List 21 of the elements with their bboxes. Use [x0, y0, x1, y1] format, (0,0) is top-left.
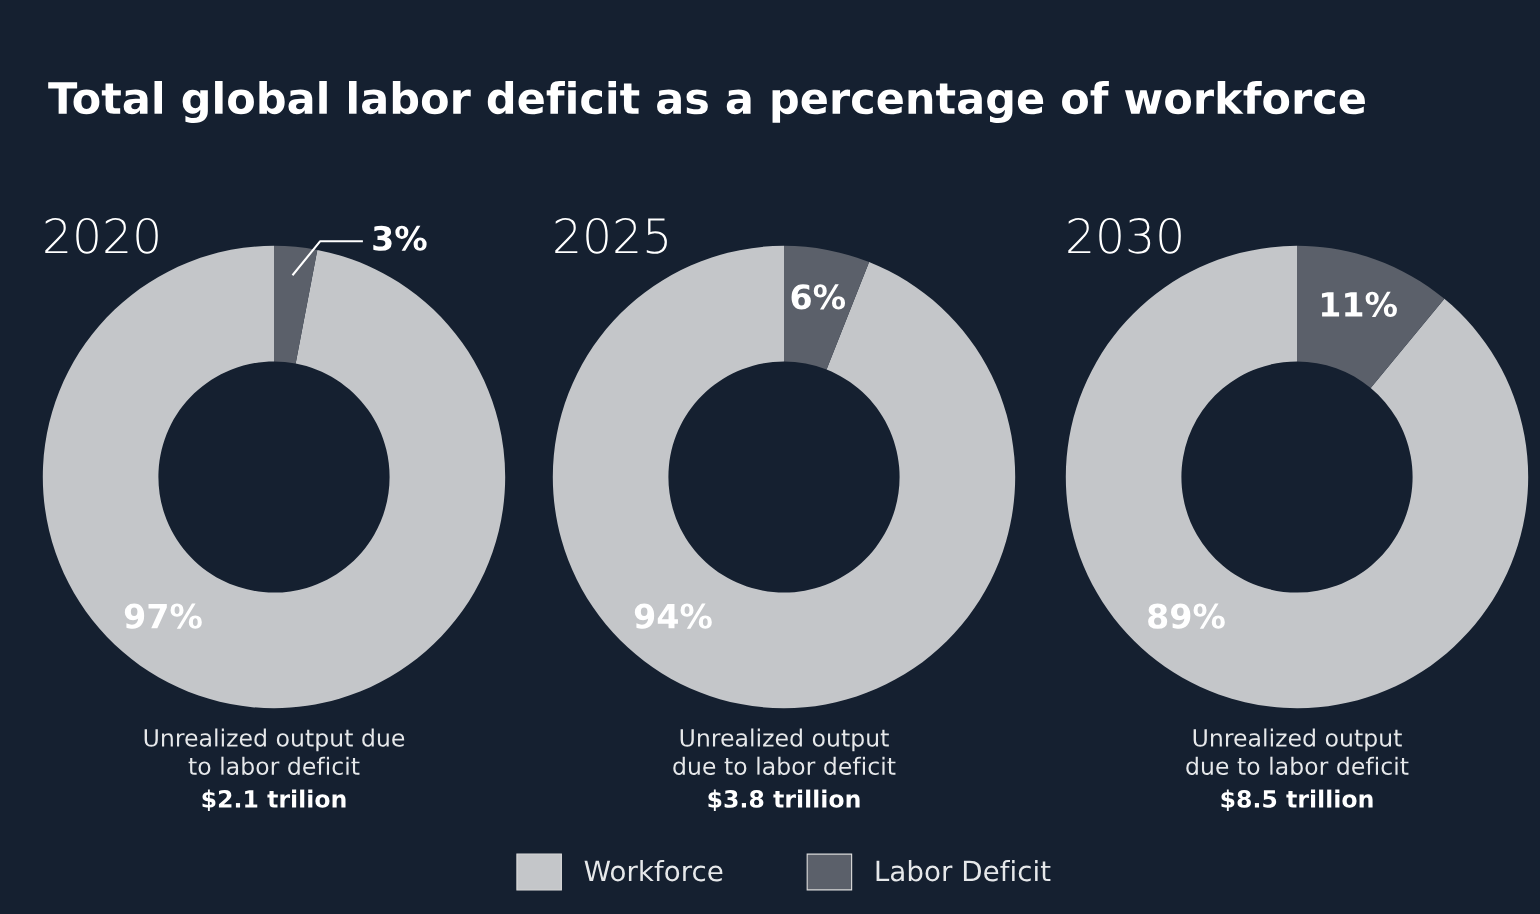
data-label: 97%	[124, 603, 202, 629]
chart-subtitle: 2020	[45, 217, 158, 254]
donut-slice	[784, 245, 870, 370]
text: Total global labor deficit as a percentage of workforce	[48, 81, 1365, 123]
text: Unrealized output due to labor deficit	[144, 728, 405, 775]
text: $3.8 trillion	[708, 789, 860, 811]
data-label: 3%	[373, 225, 427, 251]
data-label: 94%	[634, 603, 712, 629]
data-label: 11%	[1321, 291, 1397, 317]
text: Unrealized output due to labor deficit	[1186, 728, 1409, 775]
legend-label: Workforce	[584, 859, 723, 882]
donut-slice	[274, 245, 318, 364]
legend-label: Labor Deficit	[876, 859, 1051, 882]
donut-slice	[1297, 245, 1445, 388]
data-label: 89%	[1148, 603, 1225, 629]
text: $8.5 trillion	[1221, 789, 1373, 811]
chart-subtitle: 2030	[1068, 217, 1181, 254]
data-label: 6%	[791, 284, 846, 310]
text: $2.1 trilion	[202, 789, 346, 811]
text: Unrealized output due to labor deficit	[673, 728, 896, 775]
chart-subtitle: 2025	[555, 217, 667, 254]
